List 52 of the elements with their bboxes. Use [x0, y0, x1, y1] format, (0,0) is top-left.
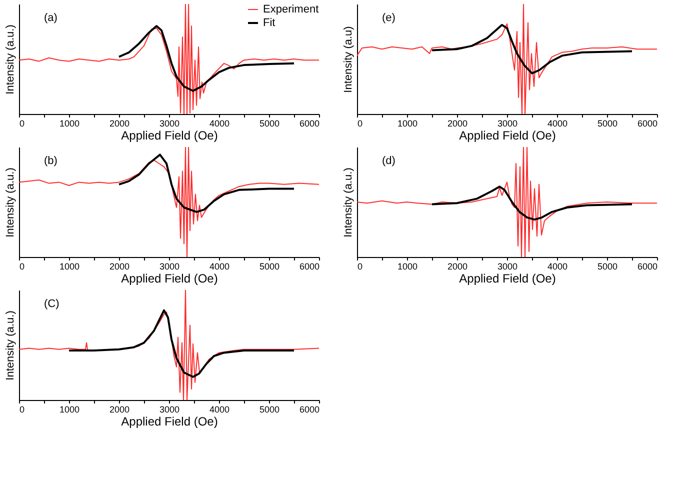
x-tick-label: 5000 — [597, 262, 618, 272]
x-tick-label: 0 — [20, 404, 25, 414]
x-tick-label: 5000 — [259, 404, 280, 414]
y-axis-title: Intensity (a.u.) — [342, 168, 354, 238]
x-tick-label: 3000 — [159, 404, 180, 414]
y-axis-title: Intensity (a.u.) — [4, 168, 16, 238]
x-tick-label: 4000 — [209, 404, 230, 414]
y-axis-title: Intensity (a.u) — [342, 26, 354, 93]
x-tick-label: 5000 — [259, 118, 280, 128]
x-axis-title: Applied Field (Oe) — [459, 272, 556, 286]
x-tick-label: 3000 — [497, 118, 518, 128]
x-tick-label: 3000 — [497, 262, 518, 272]
x-tick-label: 1000 — [59, 118, 80, 128]
x-tick-label: 6000 — [299, 404, 320, 414]
text: (b) — [44, 155, 58, 167]
x-tick-label: 2000 — [447, 118, 468, 128]
x-tick-label: 4000 — [209, 262, 230, 272]
y-axis-title: Intensity (a.u.) — [4, 24, 16, 94]
x-tick-label: 2000 — [109, 404, 130, 414]
x-tick-label: 4000 — [547, 262, 568, 272]
x-axis-title: Applied Field (Oe) — [121, 414, 218, 428]
text: (e) — [382, 12, 396, 24]
x-axis-title: Applied Field (Oe) — [459, 128, 556, 142]
x-tick-label: 1000 — [59, 404, 80, 414]
x-tick-label: 0 — [358, 118, 363, 128]
x-tick-label: 4000 — [209, 118, 230, 128]
x-tick-label: 3000 — [159, 262, 180, 272]
x-tick-label: 0 — [20, 118, 25, 128]
x-tick-label: 5000 — [259, 262, 280, 272]
x-tick-label: 6000 — [637, 118, 658, 128]
x-tick-label: 1000 — [397, 262, 418, 272]
x-axis-title: Applied Field (Oe) — [121, 272, 218, 286]
text: (C) — [44, 298, 60, 310]
x-tick-label: 6000 — [299, 118, 320, 128]
x-tick-label: 3000 — [159, 118, 180, 128]
x-tick-label: 2000 — [109, 262, 130, 272]
x-tick-label: 4000 — [547, 118, 568, 128]
x-tick-label: 6000 — [637, 262, 658, 272]
x-tick-label: 5000 — [597, 118, 618, 128]
x-tick-label: 6000 — [299, 262, 320, 272]
x-axis-title: Applied Field (Oe) — [121, 128, 218, 142]
x-tick-label: 0 — [358, 262, 363, 272]
x-tick-label: 1000 — [59, 262, 80, 272]
x-tick-label: 2000 — [109, 118, 130, 128]
text: (d) — [382, 155, 396, 167]
x-tick-label: 2000 — [447, 262, 468, 272]
x-tick-label: 1000 — [397, 118, 418, 128]
y-axis-title: Intensity (a.u.) — [4, 310, 16, 380]
legend-label: Fit — [263, 17, 276, 29]
text: (a) — [44, 12, 58, 24]
legend-label: Experiment — [263, 4, 319, 16]
x-tick-label: 0 — [20, 262, 25, 272]
